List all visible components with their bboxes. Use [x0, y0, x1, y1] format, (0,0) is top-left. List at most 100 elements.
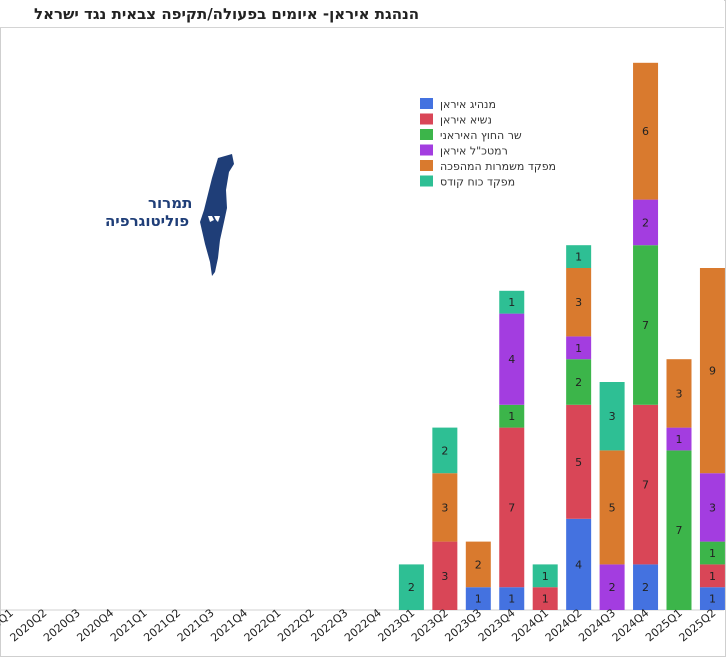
bar-segment	[398, 564, 424, 610]
bar-segment	[599, 382, 625, 451]
data-label: 7	[508, 501, 515, 514]
bar-segment	[699, 564, 725, 588]
data-label: 1	[709, 593, 716, 606]
x-tick-label: 2024Q3	[576, 606, 618, 644]
bar-segment	[599, 450, 625, 565]
x-tick-label: 2020Q2	[8, 606, 50, 644]
x-tick-label: 2024Q1	[509, 606, 551, 644]
data-label: 2	[475, 558, 482, 571]
data-label: 1	[709, 570, 716, 583]
data-label: 5	[575, 456, 582, 469]
legend-swatch	[420, 144, 433, 156]
stacked-bar-chart: 20Q12020Q22020Q32020Q42021Q12021Q22021Q3…	[0, 62, 725, 644]
x-tick-label: 2023Q3	[442, 606, 484, 644]
x-tick-label: 2021Q2	[141, 606, 183, 644]
legend-label: מנהיג איראן	[440, 98, 496, 111]
data-label: 3	[609, 410, 616, 423]
bar-segment	[566, 404, 592, 519]
data-label: 2	[575, 376, 582, 389]
data-label: 2	[441, 444, 448, 457]
bar-segment	[633, 404, 659, 565]
bar-segment	[499, 313, 525, 405]
bar-segment	[599, 564, 625, 610]
data-label: 1	[508, 410, 515, 423]
bar-segment	[699, 268, 725, 474]
data-label: 1	[508, 593, 515, 606]
x-tick-label: 2021Q4	[208, 606, 250, 644]
x-tick-label: 2021Q3	[175, 606, 217, 644]
bar-segment	[532, 564, 558, 588]
bar-segment	[566, 245, 592, 268]
data-label: 6	[642, 125, 649, 138]
bar-segment	[666, 359, 692, 428]
x-tick-label: 2023Q4	[476, 606, 518, 644]
x-tick-label: 2023Q1	[376, 606, 418, 644]
legend-swatch	[420, 113, 433, 125]
x-tick-label: 2022Q3	[309, 606, 351, 644]
x-tick-label: 2025Q1	[643, 606, 685, 644]
bar-segment	[499, 290, 525, 314]
chart-title: הנהגת איראן- איומים בפעולה/תקיפה צבאית נ…	[34, 5, 420, 23]
x-tick-label: 2022Q4	[342, 606, 384, 644]
data-label: 7	[642, 319, 649, 332]
logo-line-1: תמרור	[148, 194, 193, 212]
legend-label: רמטכ"ל איראן	[440, 145, 508, 158]
bar-segment	[633, 245, 659, 405]
bar-segment	[532, 587, 558, 610]
data-label: 3	[676, 387, 683, 400]
x-tick-label: 2024Q2	[543, 606, 585, 644]
bar-segment	[499, 587, 525, 610]
bar-segment	[699, 541, 725, 565]
bar-segment	[666, 450, 692, 610]
data-label: 4	[508, 353, 515, 366]
legend-label: שר החוץ האיראני	[440, 129, 522, 142]
bar-segment	[432, 427, 458, 474]
data-label: 2	[642, 216, 649, 229]
bar-segment	[699, 473, 725, 542]
data-label: 1	[542, 593, 549, 606]
x-tick-label: 2024Q4	[610, 606, 652, 644]
bar-segment	[633, 62, 659, 200]
data-label: 3	[709, 501, 716, 514]
title-bar: הנהגת איראן- איומים בפעולה/תקיפה צבאית נ…	[0, 0, 724, 28]
legend-label: מפקד משמרות המהפכה	[440, 160, 556, 173]
data-label: 3	[441, 501, 448, 514]
bar-segment	[566, 359, 592, 405]
logo: תמרור פוליטוגרפיה	[100, 150, 250, 280]
legend-swatch	[420, 129, 433, 140]
bar-segment	[432, 473, 458, 542]
israel-map-icon	[200, 154, 234, 276]
legend-swatch	[420, 175, 433, 187]
bar-segment	[465, 587, 491, 610]
data-label: 3	[575, 296, 582, 309]
bar-segment	[499, 404, 525, 428]
logo-line-2: פוליטוגרפיה	[105, 212, 190, 230]
bar-segment	[633, 564, 659, 610]
data-label: 4	[575, 558, 582, 571]
data-label: 1	[575, 342, 582, 355]
data-label: 2	[642, 581, 649, 594]
x-tick-label: 2020Q4	[74, 606, 116, 644]
bar-segment	[465, 541, 491, 588]
x-tick-label: 2020Q3	[41, 606, 83, 644]
data-label: 1	[676, 433, 683, 446]
x-tick-label: 2025Q2	[677, 606, 719, 644]
data-label: 1	[709, 547, 716, 560]
bar-segment	[432, 541, 458, 610]
data-label: 1	[475, 593, 482, 606]
x-tick-label: 2022Q1	[242, 606, 284, 644]
bar-segment	[699, 587, 725, 610]
bar-segment	[566, 268, 592, 337]
bar-segment	[633, 199, 659, 246]
data-label: 9	[709, 365, 716, 378]
data-label: 1	[542, 570, 549, 583]
x-tick-label: 2021Q1	[108, 606, 150, 644]
data-label: 7	[676, 524, 683, 537]
legend-label: מפקד כוח קודס	[440, 176, 515, 189]
data-label: 1	[508, 296, 515, 309]
data-label: 3	[441, 570, 448, 583]
legend-swatch	[420, 160, 433, 171]
data-label: 1	[575, 251, 582, 264]
data-label: 5	[609, 501, 616, 514]
x-tick-label: 2022Q2	[275, 606, 317, 644]
